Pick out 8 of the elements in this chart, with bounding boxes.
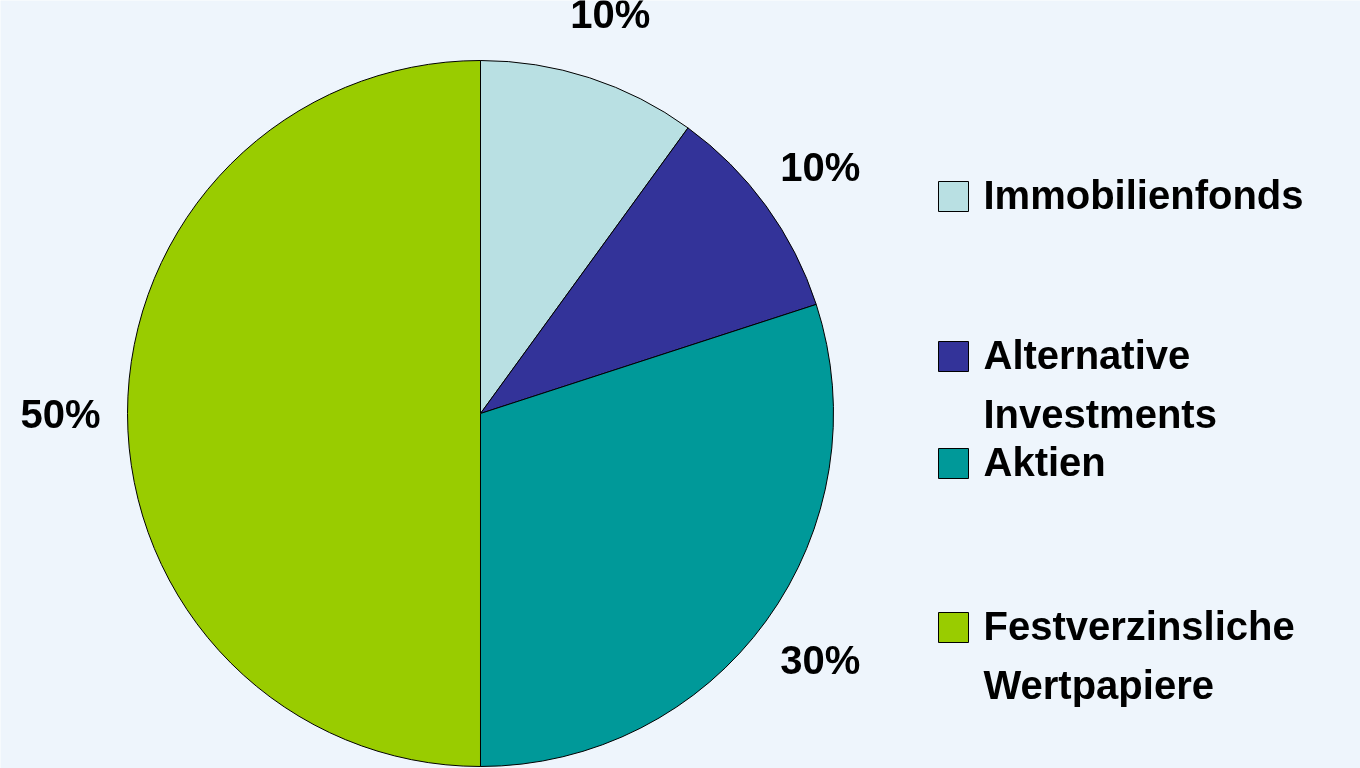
data-label: 50%: [20, 391, 101, 436]
data-label: 10%: [780, 144, 861, 189]
legend-label: Alternative Investments: [983, 332, 1217, 436]
data-label: 30%: [780, 638, 861, 683]
legend-label: Immobilienfonds: [983, 172, 1304, 217]
data-label: 10%: [570, 0, 651, 36]
legend-label: Festverzinsliche Wertpapiere: [983, 603, 1295, 707]
legend-label: Aktien: [983, 439, 1106, 484]
